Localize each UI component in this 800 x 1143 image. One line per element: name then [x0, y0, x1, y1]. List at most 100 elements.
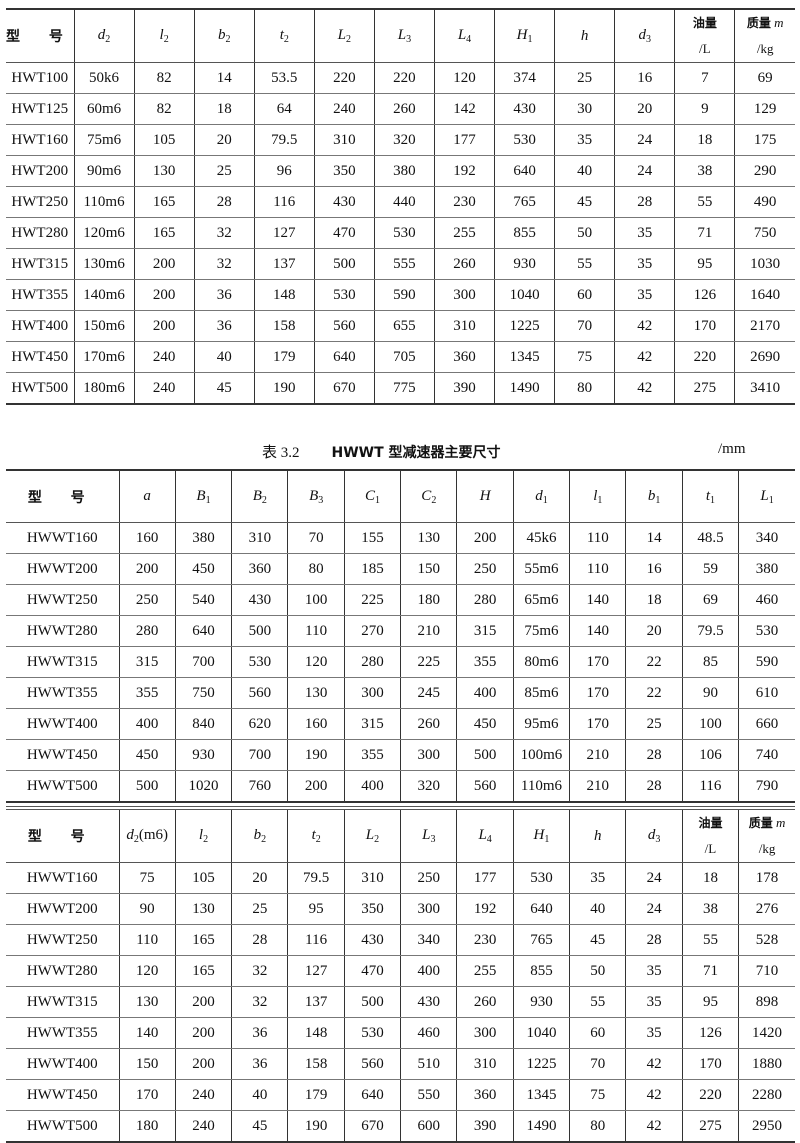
column-header: t1 [681, 470, 740, 523]
value-cell: 48.5 [681, 522, 740, 554]
value-cell: 260 [373, 93, 435, 125]
header-symbol: H [533, 827, 545, 843]
value-cell: 275 [681, 1110, 740, 1142]
column-header: L1 [738, 470, 795, 523]
value-cell: 130 [118, 986, 176, 1018]
table-row: HWT280 120m6 165 32 127 470 530 255 855 50 35 71 750 [6, 217, 795, 249]
header-label: 油量 [698, 816, 723, 830]
table-row: HWT355 140m6 200 36 148 530 590 300 1040 60 35 126 1… [6, 279, 795, 311]
value-cell: 60 [569, 1017, 627, 1049]
value-cell: 126 [674, 279, 736, 311]
value-cell: 192 [456, 893, 514, 925]
value-cell: 18 [625, 584, 683, 616]
column-header: 油量/L [674, 9, 736, 63]
value-cell: 225 [400, 646, 458, 678]
value-cell: 75m6 [73, 124, 135, 156]
value-cell: 450 [456, 708, 514, 740]
value-cell: 55 [554, 248, 616, 280]
column-header: 型 号 [6, 9, 75, 63]
value-cell: 400 [343, 770, 402, 802]
value-cell: 200 [456, 522, 514, 554]
value-cell: 22 [625, 677, 683, 709]
value-cell: 45 [554, 186, 616, 218]
value-cell: 510 [400, 1048, 458, 1080]
value-cell: 165 [133, 217, 195, 249]
value-cell: 18 [681, 862, 740, 894]
value-cell: 355 [343, 739, 402, 771]
value-cell: 2170 [734, 310, 795, 342]
column-header: B2 [231, 470, 289, 523]
value-cell: 35 [569, 862, 627, 894]
table-row: HWWT355 355 750 560 130 300 245 400 85m6 170 22 90 6… [6, 677, 795, 709]
value-cell: 500 [313, 248, 375, 280]
value-cell: 290 [734, 155, 795, 187]
table-row: HWWT160 160 380 310 70 155 130 200 45k6 110 14 48.5… [6, 522, 795, 554]
value-cell: 80m6 [512, 646, 571, 678]
value-cell: 470 [343, 955, 402, 987]
column-header: d3 [614, 9, 676, 63]
value-cell: 790 [738, 770, 795, 802]
model-cell: HWT500 [6, 372, 75, 404]
value-cell: 55 [569, 986, 627, 1018]
value-cell: 14 [193, 62, 255, 94]
model-cell: HWT400 [6, 310, 75, 342]
value-cell: 390 [433, 372, 496, 404]
value-cell: 148 [287, 1017, 345, 1049]
value-cell: 14 [625, 522, 683, 554]
value-cell: 59 [681, 553, 740, 585]
value-cell: 75 [569, 1079, 627, 1111]
value-cell: 79.5 [287, 862, 345, 894]
value-cell: 110 [569, 553, 627, 585]
value-cell: 315 [118, 646, 176, 678]
value-cell: 855 [512, 955, 571, 987]
value-cell: 1040 [494, 279, 556, 311]
value-cell: 165 [174, 955, 233, 987]
value-cell: 470 [313, 217, 375, 249]
value-cell: 400 [456, 677, 514, 709]
value-cell: 140 [569, 615, 627, 647]
header-subscript: 2 [203, 834, 209, 845]
column-header: h [554, 9, 616, 63]
value-cell: 42 [614, 372, 676, 404]
value-cell: 150m6 [73, 310, 135, 342]
model-cell: HWT315 [6, 248, 75, 280]
value-cell: 178 [738, 862, 795, 894]
value-cell: 560 [343, 1048, 402, 1080]
value-cell: 200 [287, 770, 345, 802]
column-header: d1 [512, 470, 571, 523]
value-cell: 179 [253, 341, 315, 373]
caption-unit: /mm [718, 441, 746, 457]
value-cell: 340 [400, 924, 458, 956]
value-cell: 140 [569, 584, 627, 616]
value-cell: 42 [625, 1110, 683, 1142]
table-row: HWWT500 180 240 45 190 670 600 390 1490 80 42 275 29… [6, 1110, 795, 1142]
value-cell: 140m6 [73, 279, 135, 311]
value-cell: 79.5 [253, 124, 315, 156]
value-cell: 137 [253, 248, 315, 280]
value-cell: 430 [231, 584, 289, 616]
value-cell: 53.5 [253, 62, 315, 94]
value-cell: 116 [287, 924, 345, 956]
value-cell: 110m6 [512, 770, 571, 802]
value-cell: 55 [681, 924, 740, 956]
header-subscript: 2 [261, 834, 267, 845]
value-cell: 170 [569, 646, 627, 678]
value-cell: 2280 [738, 1079, 795, 1111]
value-cell: 315 [343, 708, 402, 740]
header-line-1: 油量 [675, 10, 734, 36]
value-cell: 70 [554, 310, 616, 342]
header-symbol: H [516, 27, 528, 43]
value-cell: 75 [118, 862, 176, 894]
value-cell: 165 [133, 186, 195, 218]
value-cell: 95m6 [512, 708, 571, 740]
value-cell: 898 [738, 986, 795, 1018]
value-cell: 380 [373, 155, 435, 187]
value-cell: 500 [231, 615, 289, 647]
value-cell: 380 [174, 522, 233, 554]
column-header: d2(m6) [118, 808, 176, 863]
value-cell: 130 [287, 677, 345, 709]
value-cell: 1225 [512, 1048, 571, 1080]
value-cell: 42 [625, 1079, 683, 1111]
column-header: L4 [433, 9, 496, 63]
